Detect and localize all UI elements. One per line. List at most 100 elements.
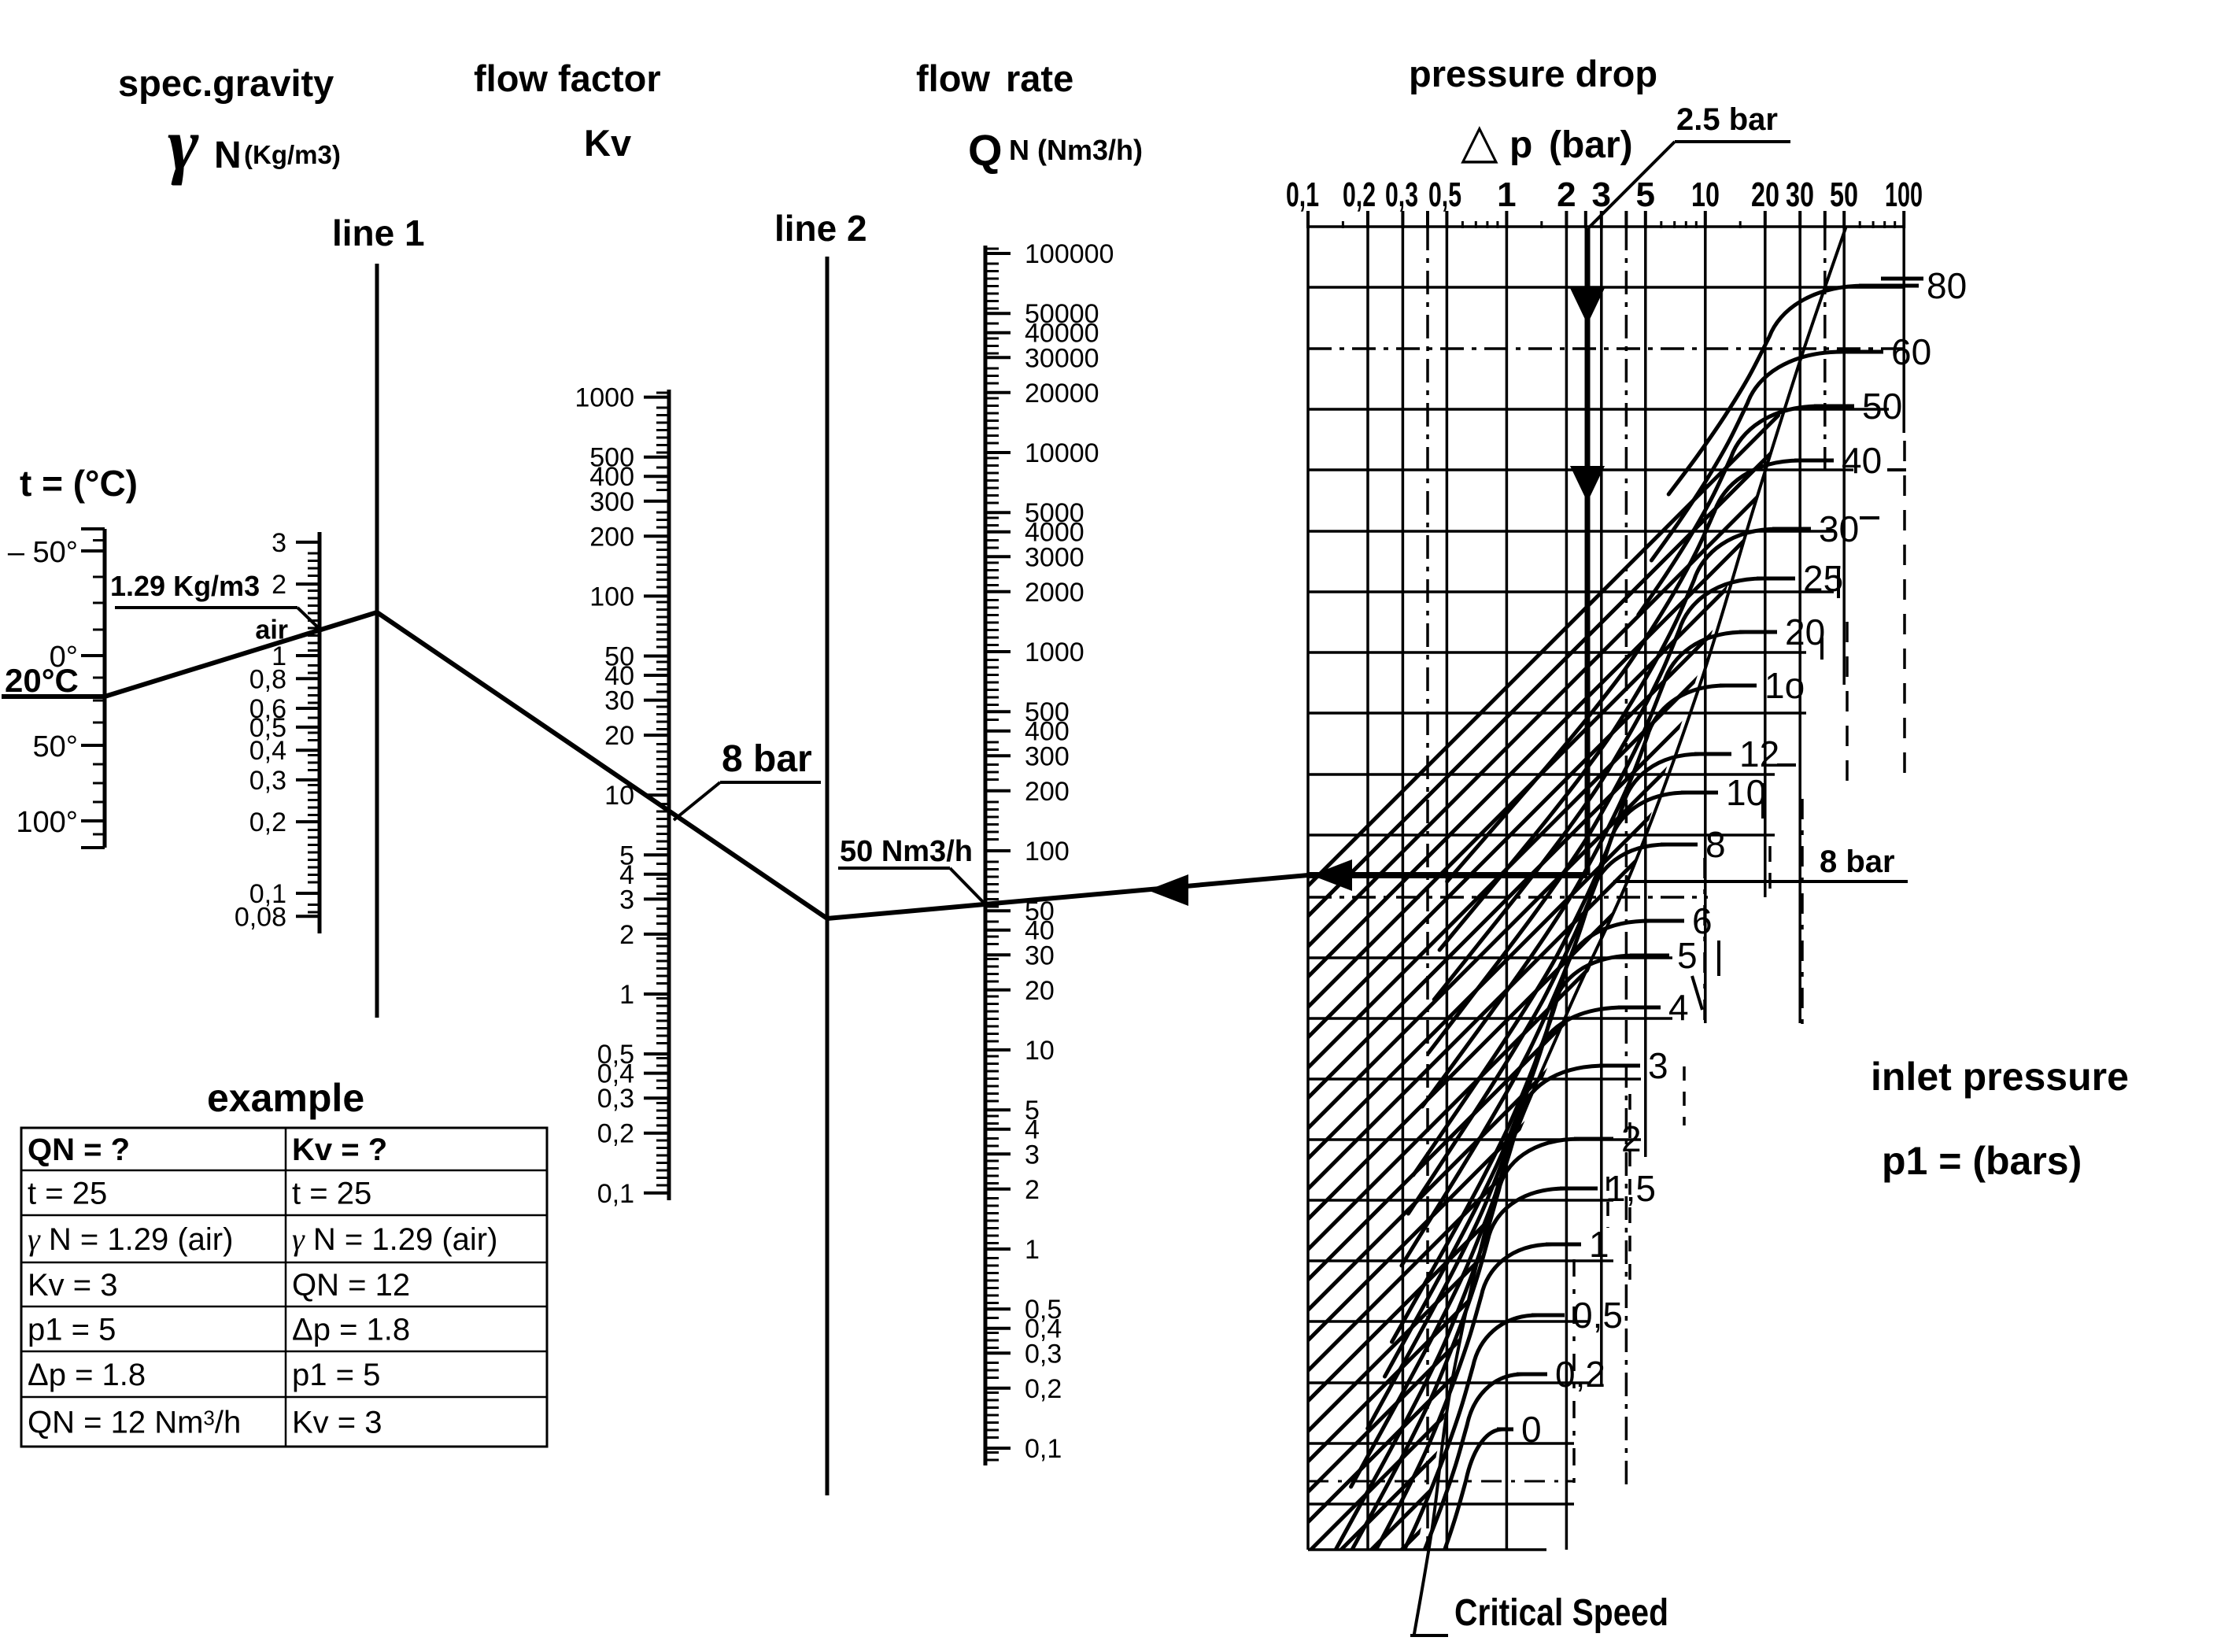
svg-text:spec.gravity: spec.gravity: [118, 62, 334, 104]
svg-text:line 2: line 2: [774, 208, 867, 249]
svg-text:example: example: [207, 1076, 364, 1120]
svg-text:100: 100: [1885, 176, 1923, 214]
svg-text:40: 40: [1025, 916, 1055, 946]
svg-text:8 bar: 8 bar: [1820, 844, 1895, 879]
svg-text:p1 = 5: p1 = 5: [292, 1358, 380, 1392]
svg-text:80: 80: [1927, 265, 1967, 306]
svg-text:Kv = 3: Kv = 3: [292, 1406, 382, 1440]
svg-text:30: 30: [1786, 176, 1814, 214]
svg-text:2: 2: [1025, 1175, 1040, 1205]
svg-text:50: 50: [604, 642, 634, 672]
svg-text:QN = 12: QN = 12: [292, 1268, 410, 1303]
svg-text:2: 2: [1621, 1118, 1642, 1159]
svg-text:1o: 1o: [1764, 665, 1805, 706]
svg-text:t = 25: t = 25: [292, 1177, 371, 1211]
svg-text:line 1: line 1: [332, 213, 425, 253]
svg-text:5: 5: [1677, 935, 1698, 976]
svg-text:1: 1: [1497, 176, 1516, 214]
svg-text:4: 4: [619, 860, 634, 890]
svg-text:rate: rate: [1006, 57, 1073, 99]
svg-text:2000: 2000: [1025, 578, 1084, 608]
svg-text:8 bar: 8 bar: [722, 738, 812, 780]
svg-text:200: 200: [1025, 777, 1070, 807]
svg-text:100: 100: [589, 582, 634, 612]
svg-text:2: 2: [1557, 176, 1576, 214]
svg-text:0,5: 0,5: [597, 1040, 634, 1070]
svg-text:300: 300: [1025, 741, 1070, 771]
svg-text:60: 60: [1891, 331, 1931, 372]
svg-text:△: △: [1461, 114, 1498, 168]
svg-text:– 50°: – 50°: [8, 536, 78, 569]
svg-text:0,2: 0,2: [1555, 1354, 1605, 1395]
svg-text:10: 10: [1025, 1036, 1055, 1066]
svg-text:20: 20: [1785, 612, 1825, 652]
svg-text:0,1: 0,1: [249, 879, 286, 909]
svg-text:0,4: 0,4: [249, 736, 286, 766]
svg-text:40: 40: [604, 661, 634, 691]
svg-text:0,6: 0,6: [249, 694, 286, 724]
svg-text:8: 8: [1705, 824, 1726, 865]
svg-text:50 Nm3/h: 50 Nm3/h: [840, 835, 973, 868]
svg-text:inlet pressure: inlet pressure: [1871, 1055, 2129, 1099]
svg-text:3: 3: [1592, 176, 1611, 214]
svg-text:20: 20: [604, 721, 634, 751]
svg-text:N (Nm3/h): N (Nm3/h): [1009, 134, 1143, 166]
svg-text:5: 5: [619, 841, 634, 870]
svg-text:30: 30: [604, 686, 634, 716]
svg-text:2: 2: [619, 920, 634, 950]
svg-text:5: 5: [1025, 1096, 1040, 1125]
svg-text:500: 500: [589, 443, 634, 473]
svg-text:0,2: 0,2: [1025, 1374, 1062, 1404]
svg-text:400: 400: [589, 462, 634, 492]
svg-text:1000: 1000: [1025, 638, 1084, 667]
svg-text:30: 30: [1819, 508, 1859, 549]
svg-text:t = (°C): t = (°C): [20, 463, 138, 504]
svg-text:γ N = 1.29 (air): γ N = 1.29 (air): [28, 1221, 233, 1257]
svg-text:0: 0: [1521, 1409, 1542, 1450]
svg-text:30000: 30000: [1025, 343, 1099, 373]
svg-text:Critical Speed: Critical Speed: [1454, 1592, 1668, 1634]
svg-text:0,3: 0,3: [1385, 176, 1418, 214]
svg-text:200: 200: [589, 522, 634, 552]
svg-text:0,1: 0,1: [597, 1179, 634, 1209]
svg-text:10: 10: [1726, 772, 1766, 813]
svg-text:(Kg/m3): (Kg/m3): [244, 140, 341, 169]
svg-text:100: 100: [1025, 837, 1070, 867]
svg-text:4000: 4000: [1025, 518, 1084, 548]
svg-text:(bar): (bar): [1549, 124, 1633, 166]
svg-text:Δp = 1.8: Δp = 1.8: [28, 1358, 146, 1392]
svg-text:2: 2: [272, 570, 286, 600]
svg-text:4: 4: [1668, 987, 1689, 1028]
svg-text:0,8: 0,8: [249, 664, 286, 694]
svg-text:2.5 bar: 2.5 bar: [1676, 102, 1778, 137]
svg-text:400: 400: [1025, 717, 1070, 747]
svg-text:1,5: 1,5: [1605, 1168, 1656, 1209]
svg-text:p: p: [1509, 124, 1532, 166]
svg-text:0,4: 0,4: [597, 1059, 634, 1089]
svg-text:20000: 20000: [1025, 379, 1099, 408]
svg-text:25: 25: [1803, 558, 1843, 599]
svg-text:0,08: 0,08: [235, 902, 286, 932]
svg-text:0,4: 0,4: [1025, 1314, 1062, 1344]
svg-text:10000: 10000: [1025, 438, 1099, 468]
svg-text:100°: 100°: [16, 806, 78, 839]
svg-text:0°: 0°: [50, 641, 78, 674]
svg-text:t = 25: t = 25: [28, 1177, 107, 1211]
svg-text:3: 3: [619, 885, 634, 915]
svg-text:12: 12: [1739, 734, 1779, 774]
svg-text:1: 1: [619, 980, 634, 1010]
svg-text:N: N: [214, 135, 242, 176]
svg-text:20°C: 20°C: [5, 662, 79, 699]
svg-text:0,2: 0,2: [597, 1119, 634, 1149]
svg-text:20: 20: [1025, 976, 1055, 1006]
svg-text:0,5: 0,5: [249, 713, 286, 743]
svg-text:50000: 50000: [1025, 299, 1099, 329]
svg-text:0,2: 0,2: [1343, 176, 1376, 214]
svg-text:Kv = ?: Kv = ?: [292, 1133, 387, 1167]
svg-text:30: 30: [1025, 941, 1055, 970]
svg-text:50: 50: [1830, 176, 1858, 214]
svg-text:QN = ?: QN = ?: [28, 1133, 130, 1167]
svg-text:0,3: 0,3: [249, 766, 286, 796]
svg-text:Δp = 1.8: Δp = 1.8: [292, 1313, 410, 1347]
svg-text:3000: 3000: [1025, 542, 1084, 572]
